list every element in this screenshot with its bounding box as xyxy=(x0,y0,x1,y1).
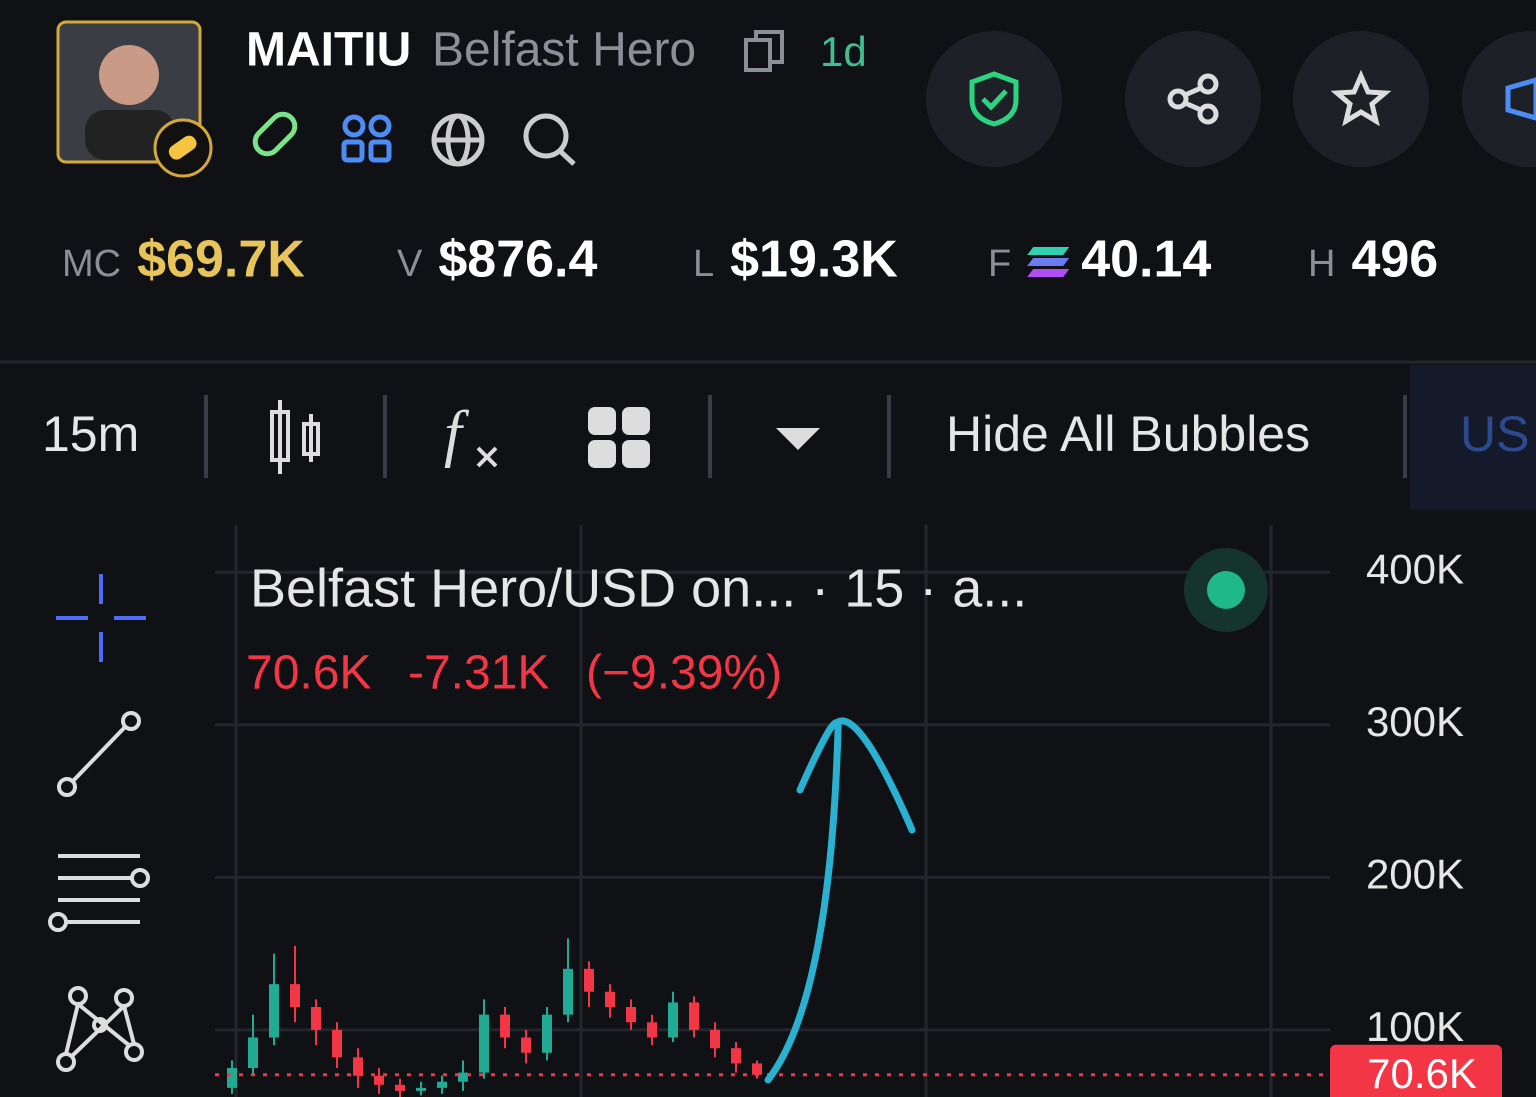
y-tick-label: 100K xyxy=(1366,1003,1464,1050)
candle-body xyxy=(710,1029,720,1049)
candle-body xyxy=(479,1014,489,1073)
stat-value: $19.3K xyxy=(730,231,898,289)
candle-body xyxy=(353,1057,363,1076)
candle-body xyxy=(584,968,594,992)
candle-body xyxy=(374,1075,384,1085)
candle-body xyxy=(689,1002,699,1030)
stat-value: 496 xyxy=(1351,231,1438,289)
candle-body xyxy=(437,1081,447,1088)
toolbar-separators xyxy=(204,395,1407,478)
candle-body xyxy=(647,1022,657,1038)
stat-label: V xyxy=(397,243,423,285)
arrow-annotation xyxy=(764,717,916,1084)
chart: 100K 200K 300K 400K 70.6K xyxy=(215,545,1502,1097)
vertical-grid xyxy=(234,525,1273,1097)
candle-body xyxy=(332,1029,342,1058)
last-price-label: 70.6K xyxy=(1367,1050,1477,1097)
social-icons[interactable] xyxy=(250,109,576,167)
pill xyxy=(168,135,197,160)
indicators-x xyxy=(476,446,498,468)
legend-last: 70.6K xyxy=(246,647,371,700)
legend-percent: (−9.39%) xyxy=(586,647,782,700)
bubbles-toggle[interactable]: Hide All Bubbles xyxy=(946,406,1310,462)
ohlc-legend: 70.6K -7.31K (−9.39%) xyxy=(246,647,782,700)
candle-body xyxy=(290,984,300,1008)
chart-title: Belfast Hero/USD on... · 15 · a... xyxy=(250,558,1027,618)
y-tick-label: 300K xyxy=(1366,698,1464,745)
stat-label: L xyxy=(693,243,714,285)
candle-body xyxy=(626,1007,636,1023)
ticker: MAITIU xyxy=(246,24,411,77)
sol-icon xyxy=(1027,258,1070,266)
avatar-body xyxy=(85,110,175,160)
candle-body xyxy=(311,1007,321,1030)
candles xyxy=(227,938,762,1097)
stat-label: H xyxy=(1308,243,1335,285)
interval[interactable]: 15m xyxy=(42,406,139,462)
layout-icon[interactable] xyxy=(588,407,650,468)
legend-change: -7.31K xyxy=(408,647,549,700)
drawing-tools[interactable] xyxy=(48,574,150,1072)
stat-value: $876.4 xyxy=(438,231,597,289)
candle-body xyxy=(458,1072,468,1082)
y-tick-label: 400K xyxy=(1366,545,1464,592)
candle-body xyxy=(395,1084,405,1091)
action-buttons[interactable] xyxy=(926,31,1536,167)
toolbar-fade xyxy=(1410,365,1536,510)
status-dot[interactable] xyxy=(1207,571,1245,609)
candle-body xyxy=(668,1002,678,1038)
candle-body xyxy=(542,1014,552,1053)
candle-body xyxy=(752,1063,762,1075)
candle-body xyxy=(731,1048,741,1064)
age: 1d xyxy=(820,28,867,75)
stats-row: MC $69.7K V $876.4 L $19.3K F 40.14 H 496 xyxy=(62,231,1438,289)
stat-label: F xyxy=(988,243,1011,285)
avatar-face xyxy=(99,45,159,105)
last-price-tag xyxy=(1330,1044,1502,1097)
copy-icon[interactable] xyxy=(744,30,784,72)
currency-toggle[interactable]: US xyxy=(1460,406,1529,462)
candle-body xyxy=(563,968,573,1015)
candle-body xyxy=(500,1014,510,1038)
candle-type-icon[interactable] xyxy=(270,400,320,474)
stat-value: 40.14 xyxy=(1081,231,1211,289)
candle-body xyxy=(605,991,615,1008)
candle-body xyxy=(227,1068,237,1088)
token-name: Belfast Hero xyxy=(432,24,696,77)
y-tick-label: 200K xyxy=(1366,850,1464,897)
dropdown[interactable] xyxy=(776,428,820,450)
candle-body xyxy=(248,1037,258,1069)
sol-icon xyxy=(1027,247,1070,255)
candle-body xyxy=(416,1087,426,1091)
stat-value: $69.7K xyxy=(137,231,305,289)
candle-body xyxy=(269,984,279,1038)
candle-body xyxy=(521,1037,531,1053)
sol-icon xyxy=(1027,269,1070,277)
stat-label: MC xyxy=(62,243,121,285)
